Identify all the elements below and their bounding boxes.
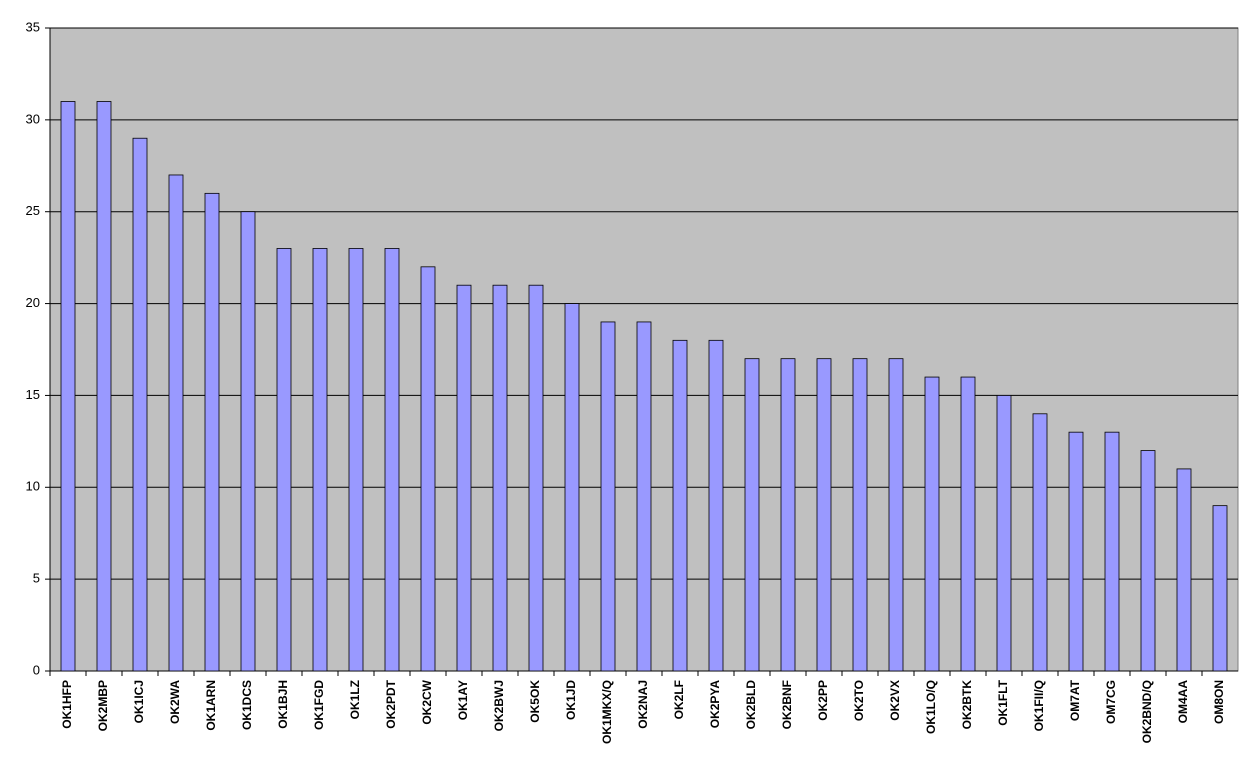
x-tick-label: OK2CW [420,679,434,724]
x-tick-label: OK1JD [564,680,578,720]
bar [996,395,1012,672]
bar [132,137,148,672]
y-tick-label: 10 [26,479,40,494]
bar [564,303,580,672]
x-tick-label: OM8ON [1212,680,1226,724]
x-tick-label: OM7CG [1104,680,1118,724]
bar [492,284,508,672]
bar [204,192,220,672]
bar [276,248,292,672]
x-tick-label: OM4AA [1176,680,1190,724]
x-tick-label: OK2PP [816,680,830,721]
x-tick-label: OK1FLT [996,679,1010,725]
bar [528,284,544,672]
y-tick-label: 30 [26,111,40,126]
x-tick-label: OK2BLD [744,680,758,730]
x-tick-label: OK1LZ [348,680,362,719]
y-tick-label: 25 [26,203,40,218]
bar [1032,413,1048,672]
bar [1140,450,1156,672]
bar [744,358,760,672]
x-tick-label: OK2BNF [780,680,794,729]
bar [60,101,76,672]
x-tick-label: OK2BWJ [492,680,506,731]
bar [312,248,328,672]
x-tick-label: OK1LO/Q [924,680,938,734]
x-tick-label: OK2TO [852,680,866,721]
bar [960,376,976,672]
x-tick-label: OK2NAJ [636,680,650,729]
x-tick-label: OK2WA [168,680,182,724]
x-tick-label: OK2BND/Q [1140,680,1154,743]
bar [780,358,796,672]
x-tick-label: OK1FGD [312,680,326,730]
bar [636,321,652,672]
y-tick-label: 35 [26,19,40,34]
bar [1212,505,1228,672]
x-tick-label: OM7AT [1068,679,1082,721]
x-tick-label: OK2MBP [96,680,110,731]
bar [672,339,688,672]
x-tick-label: OK2VX [888,680,902,721]
bar [384,248,400,672]
bar [600,321,616,672]
bar [420,266,436,672]
bar [816,358,832,672]
x-tick-label: OK1BJH [276,680,290,729]
x-tick-label: OK2BTK [960,680,974,730]
bar [852,358,868,672]
x-tick-label: OK1DCS [240,680,254,730]
y-tick-label: 0 [33,662,40,677]
bar [168,174,184,672]
x-tick-label: OK1FII/Q [1032,680,1046,731]
x-tick-label: OK2PDT [384,679,398,728]
bar [1104,431,1120,672]
x-tick-label: OK2PYA [708,680,722,729]
bar [708,339,724,672]
bar [240,211,256,672]
bar [456,284,472,672]
y-tick-label: 15 [26,387,40,402]
x-tick-label: OK1ICJ [132,680,146,723]
x-tick-label: OK5OK [528,680,542,723]
bar [1176,468,1192,672]
x-tick-label: OK1AY [456,680,470,720]
y-tick-label: 5 [33,571,40,586]
bar [1068,431,1084,672]
bar [96,101,112,672]
x-tick-label: OK2LF [672,680,686,719]
x-tick-label: OK1MKX/Q [600,680,614,744]
y-tick-label: 20 [26,295,40,310]
x-tick-label: OK1ARN [204,680,218,731]
bar [348,248,364,672]
x-tick-label: OK1HFP [60,680,74,729]
bar [924,376,940,672]
bar [888,358,904,672]
